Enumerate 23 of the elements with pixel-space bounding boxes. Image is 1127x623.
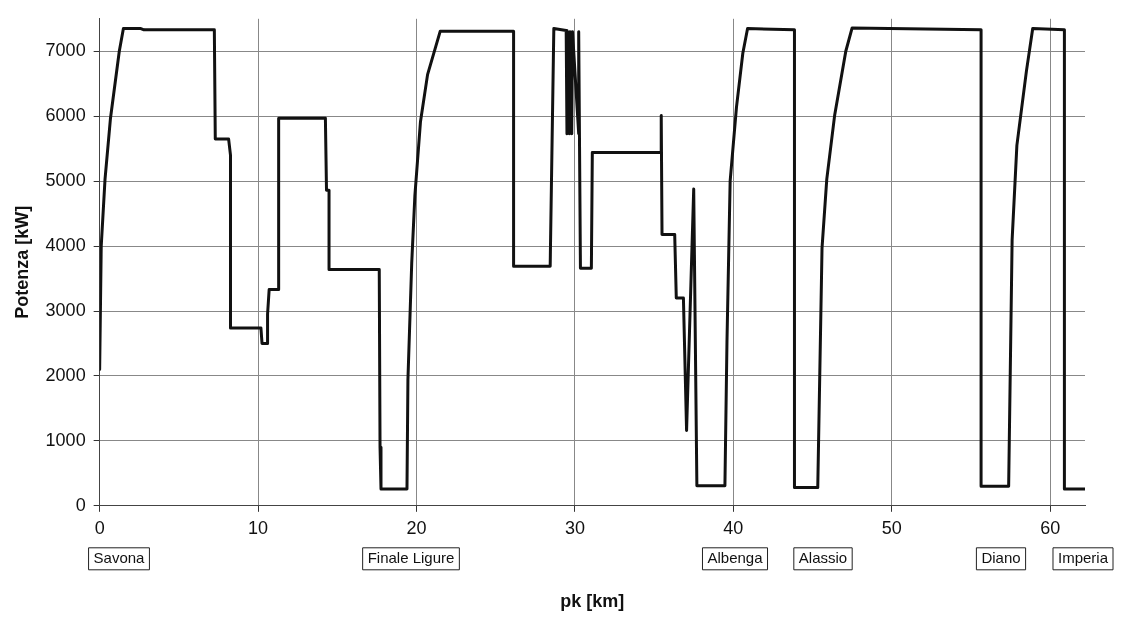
y-tick-label: 5000 [45, 170, 86, 191]
x-tick-label: 60 [1040, 517, 1061, 538]
x-tick-label: 0 [94, 517, 105, 538]
y-tick-label: 7000 [45, 40, 86, 61]
x-tick-label: 40 [723, 517, 744, 538]
x-tick-label: 10 [248, 517, 269, 538]
x-tick-label: 30 [564, 517, 585, 538]
text: Finale Ligure [367, 548, 455, 566]
text: Diano [981, 548, 1021, 566]
y-tick-label: 6000 [45, 105, 86, 126]
x-tick-label: 50 [881, 517, 902, 538]
x-tick-label: 20 [406, 517, 427, 538]
text: Albenga [707, 548, 764, 566]
text: Savona [93, 548, 146, 566]
y-tick-label: 1000 [45, 429, 86, 450]
y-tick-label: 3000 [45, 299, 86, 320]
y-tick-label: 4000 [45, 235, 86, 256]
text: Imperia [1057, 548, 1109, 566]
text: Alassio [798, 548, 848, 566]
x-axis-title: pk [km] [560, 591, 625, 612]
y-tick-label: 2000 [45, 364, 86, 385]
y-tick-label: 0 [75, 494, 86, 515]
y-axis-title: Potenza [kW] [11, 205, 32, 319]
